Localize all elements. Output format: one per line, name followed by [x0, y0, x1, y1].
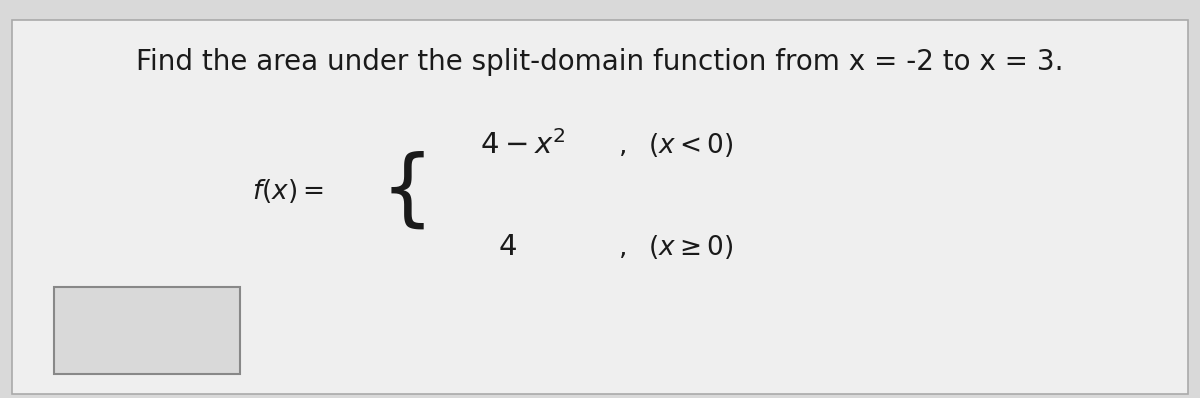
Text: $4-x^2$: $4-x^2$: [480, 130, 565, 160]
Text: $4$: $4$: [498, 233, 517, 261]
Text: Find the area under the split-domain function from x = -2 to x = 3.: Find the area under the split-domain fun…: [137, 48, 1063, 76]
FancyBboxPatch shape: [12, 20, 1188, 394]
Text: $,\ \ (x<0)$: $,\ \ (x<0)$: [618, 131, 733, 159]
Text: $,\ \ (x\geq0)$: $,\ \ (x\geq0)$: [618, 233, 733, 261]
Text: $f(x)=$: $f(x)=$: [252, 177, 324, 205]
FancyBboxPatch shape: [54, 287, 240, 374]
Text: $\{$: $\{$: [379, 150, 425, 232]
